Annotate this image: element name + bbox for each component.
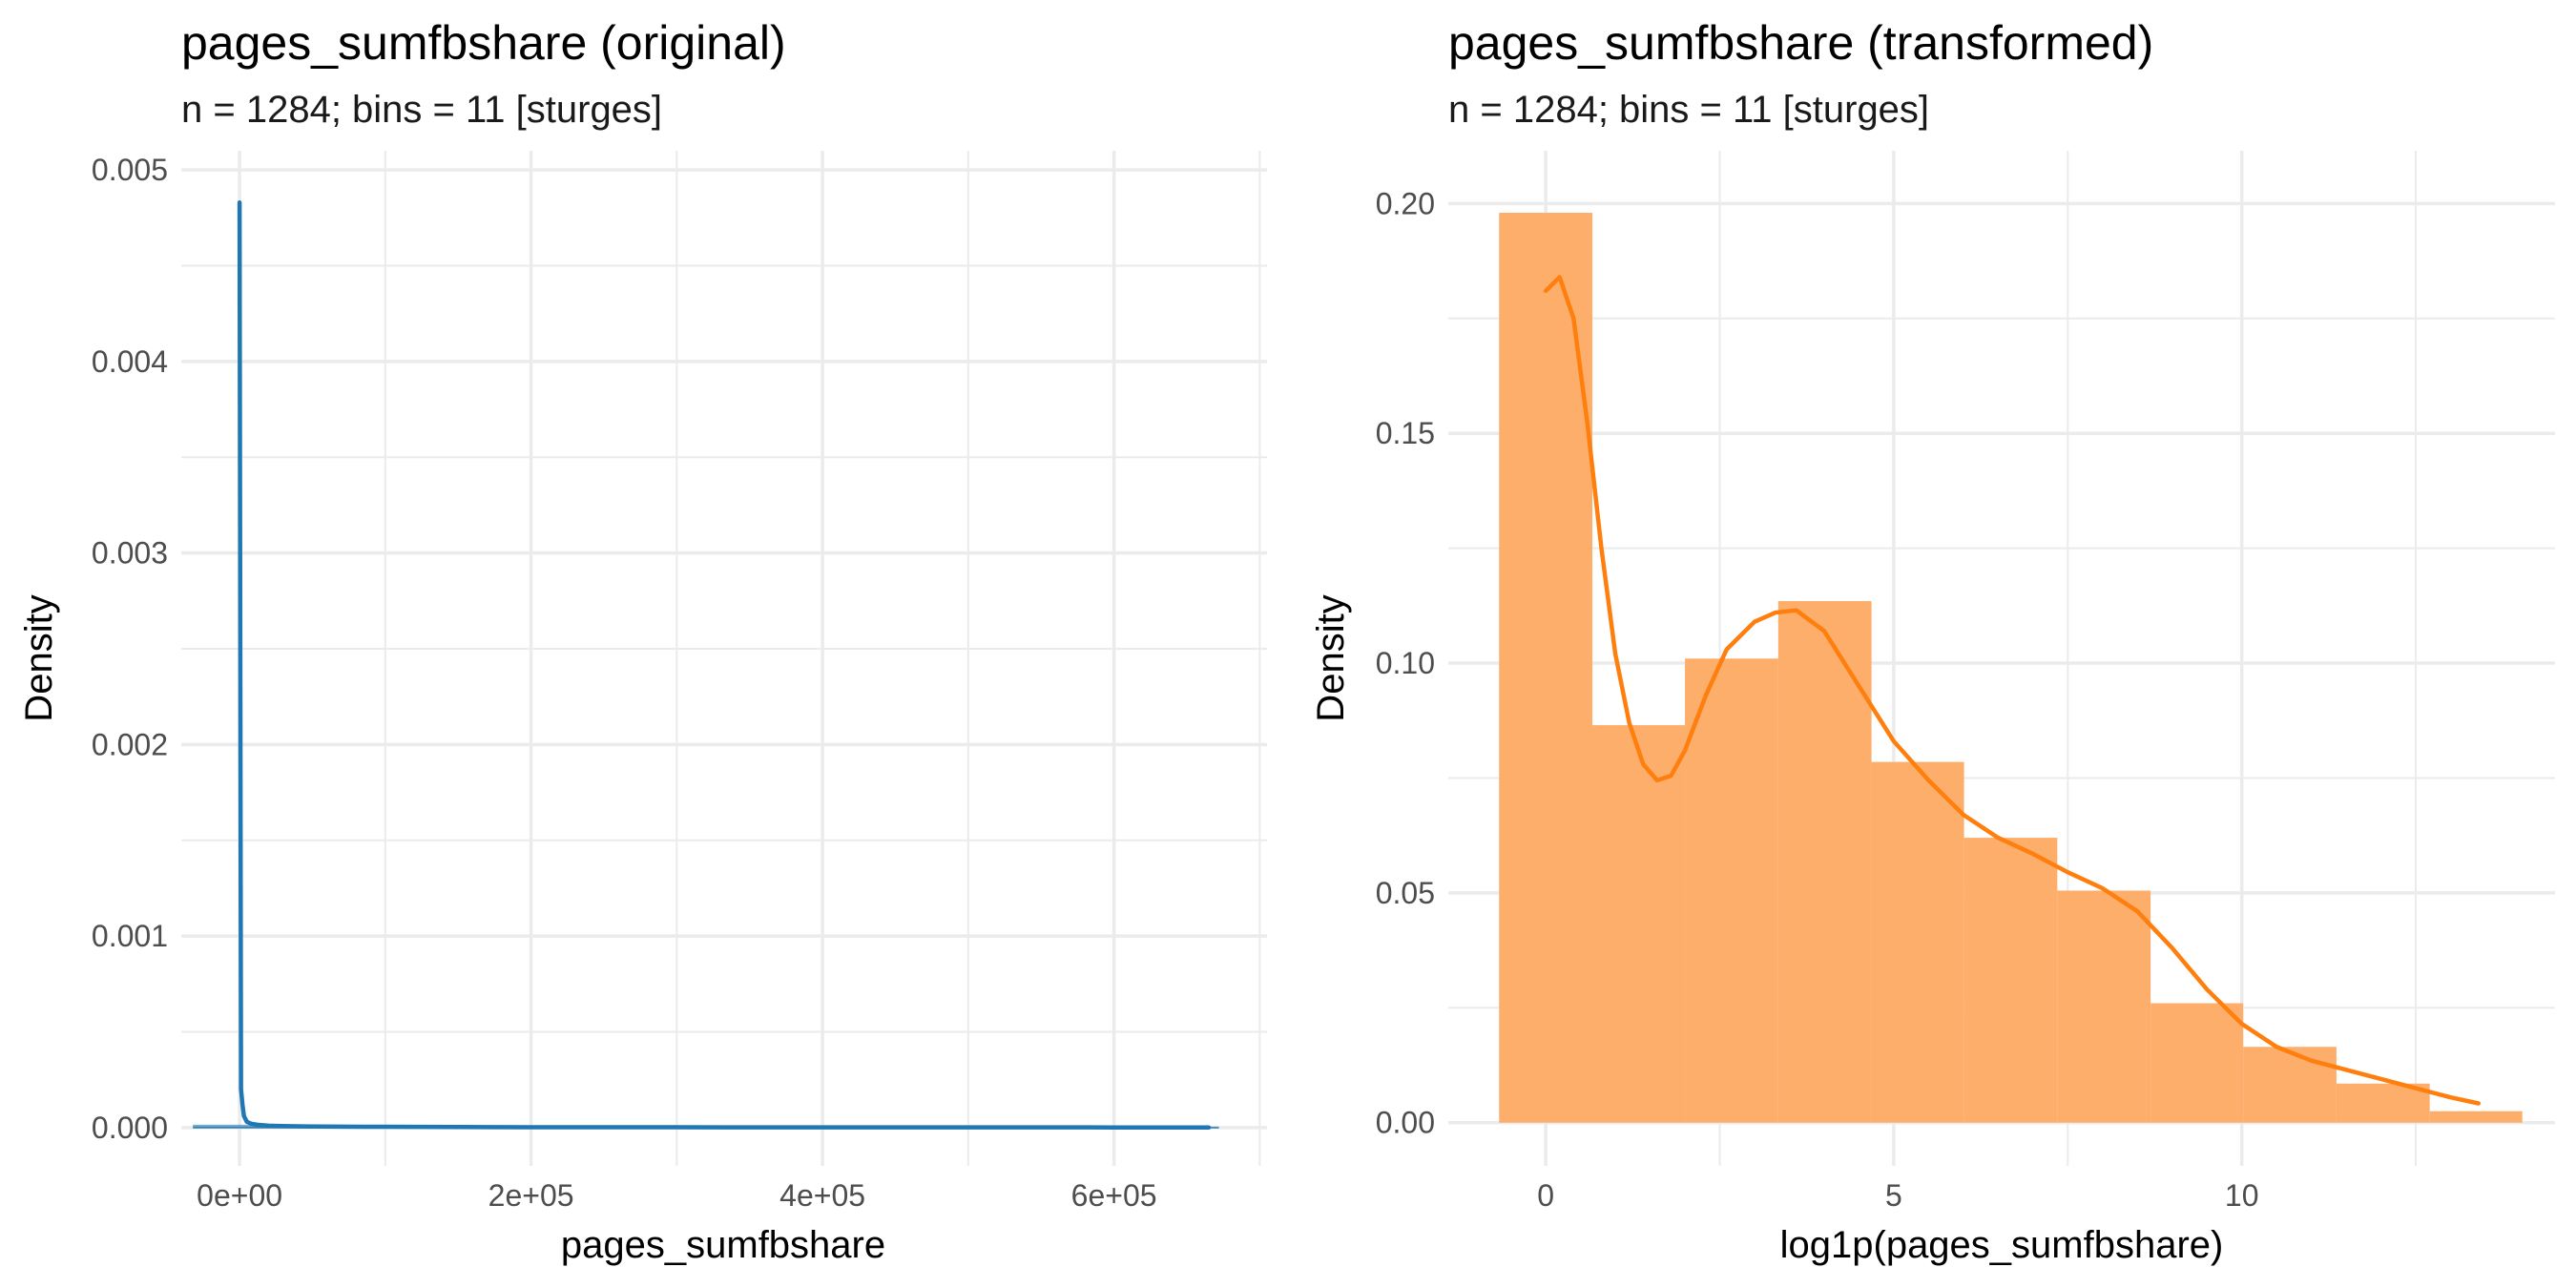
chart-subtitle: n = 1284; bins = 11 [sturges] — [181, 89, 662, 131]
panel-transformed: 0.00 0.05 0.10 0.15 0.20 0 5 10 pages_sumfbshar… — [1310, 16, 2555, 1266]
histogram-bar — [1963, 838, 2058, 1123]
x-axis-title: log1p(pages_sumfbshare) — [1780, 1224, 2224, 1266]
x-tick-label: 4e+05 — [779, 1178, 865, 1213]
y-tick-label: 0.20 — [1376, 186, 1435, 220]
histogram-bar — [1499, 213, 1593, 1123]
x-tick-label: 0e+00 — [197, 1178, 282, 1213]
x-tick-label: 10 — [2225, 1178, 2259, 1213]
histogram-bar — [1871, 761, 1964, 1123]
chart-title: pages_sumfbshare (original) — [181, 16, 786, 70]
density-curve — [1543, 275, 2481, 1106]
x-tick-label: 5 — [1885, 1178, 1902, 1213]
x-tick-label: 0 — [1537, 1178, 1554, 1213]
y-tick-label: 0.10 — [1376, 646, 1435, 680]
histogram-bar — [1685, 658, 1778, 1123]
histogram-bar — [1592, 725, 1686, 1123]
y-tick-label: 0.005 — [92, 153, 168, 187]
histogram-bar — [2336, 1083, 2430, 1123]
density-curve-transformed — [1543, 275, 2481, 1106]
density-curve-original — [237, 199, 1212, 1130]
y-tick-label: 0.000 — [92, 1111, 168, 1145]
panel-original: 0.000 0.001 0.002 0.003 0.004 0.005 0e+00 2e+05… — [18, 16, 1267, 1266]
y-tick-label: 0.00 — [1376, 1106, 1435, 1140]
y-tick-label: 0.002 — [92, 727, 168, 761]
y-tick-label: 0.05 — [1376, 876, 1435, 910]
histogram-bar — [2057, 890, 2151, 1123]
histogram-bar — [2150, 1003, 2244, 1123]
chart-title: pages_sumfbshare (transformed) — [1448, 16, 2153, 70]
x-tick-label: 2e+05 — [488, 1178, 574, 1213]
y-tick-label: 0.004 — [92, 344, 168, 379]
tick-labels-transformed: 0.00 0.05 0.10 0.15 0.20 0 5 10 — [1376, 186, 2259, 1213]
grid-lines-original — [181, 151, 1267, 1166]
x-axis-title: pages_sumfbshare — [561, 1224, 885, 1266]
histogram-bars-transformed — [1499, 213, 2523, 1123]
histogram-bar — [1777, 601, 1872, 1123]
y-tick-label: 0.003 — [92, 536, 168, 571]
y-axis-title: Density — [1310, 594, 1352, 721]
histogram-bar — [2243, 1047, 2337, 1123]
x-tick-label: 6e+05 — [1071, 1178, 1157, 1213]
histogram-bar — [2429, 1111, 2523, 1123]
tick-labels-original: 0.000 0.001 0.002 0.003 0.004 0.005 0e+00 2e+05… — [92, 153, 1157, 1213]
y-tick-label: 0.001 — [92, 919, 168, 953]
density-curve — [237, 199, 1212, 1130]
histogram-bar — [193, 1124, 286, 1128]
y-tick-label: 0.15 — [1376, 416, 1435, 450]
y-axis-title: Density — [18, 594, 60, 721]
chart-subtitle: n = 1284; bins = 11 [sturges] — [1448, 89, 1929, 131]
